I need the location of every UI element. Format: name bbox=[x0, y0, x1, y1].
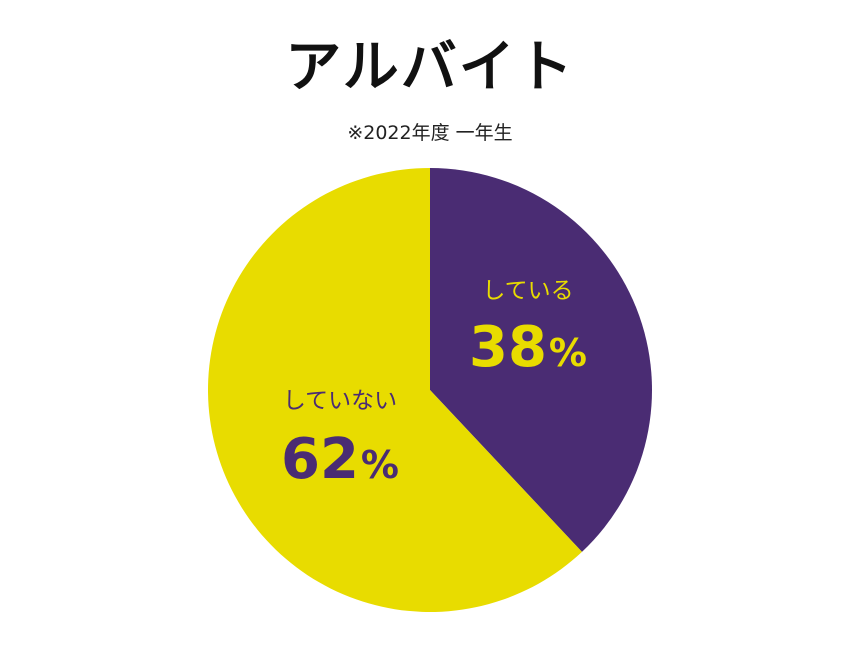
slice-value-0: 38% bbox=[469, 315, 587, 380]
slice-label-1: していない bbox=[283, 388, 397, 414]
slice-value-1: 62% bbox=[281, 427, 399, 492]
pie-slice-1 bbox=[208, 168, 582, 612]
slice-label-0: している bbox=[482, 278, 573, 304]
pie-slice-0 bbox=[430, 168, 653, 552]
chart-title: アルバイト bbox=[285, 35, 575, 100]
chart-subtitle: ※2022年度 一年生 bbox=[347, 122, 513, 144]
